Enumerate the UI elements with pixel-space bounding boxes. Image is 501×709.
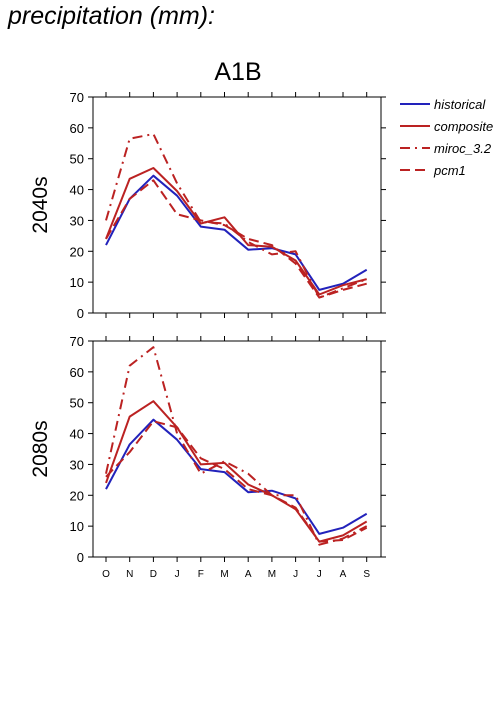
chart-title: A1B <box>214 58 261 86</box>
y-tick-label: 50 <box>70 152 84 167</box>
legend-item-miroc: miroc_3.2 <box>399 139 501 161</box>
legend-swatch-historical <box>400 103 430 105</box>
series-line-composite <box>105 400 368 543</box>
series-line-miroc-3-2 <box>105 133 368 299</box>
series-line-miroc-3-2 <box>105 346 368 546</box>
series-line-historical <box>105 174 368 291</box>
y-tick-label: 70 <box>70 334 84 349</box>
legend-item-pcm1: pcm1 <box>399 161 501 183</box>
series-line-pcm1 <box>105 420 368 543</box>
series-line-historical <box>105 418 368 535</box>
y-tick-label: 0 <box>77 306 84 321</box>
panel-2: 0 10 20 30 40 50 60 70 O N D J F M A M J J A S 2080s <box>29 334 386 580</box>
legend-item-historical: historical <box>399 95 501 117</box>
y-tick-label: 50 <box>70 396 84 411</box>
chart-legend: historical composite miroc_3.2 pcm1 <box>399 95 501 183</box>
panel-1: 0 10 20 30 40 50 60 70 2040s <box>29 90 386 321</box>
y-tick-label: 40 <box>70 183 84 198</box>
x-tick-label: J <box>293 569 298 580</box>
y-tick-label: 60 <box>70 121 84 136</box>
x-tick-label: D <box>150 569 157 580</box>
y-tick-label: 70 <box>70 90 84 105</box>
plot-frame <box>92 340 382 558</box>
page-title: precipitation (mm): <box>8 2 215 30</box>
y-tick-label: 60 <box>70 365 84 380</box>
y-tick-label: 20 <box>70 488 84 503</box>
legend-swatch-composite <box>400 125 430 127</box>
y-tick-label: 40 <box>70 427 84 442</box>
legend-label-miroc: miroc_3.2 <box>434 141 492 156</box>
y-tick-label: 10 <box>70 519 84 534</box>
y-tick-label: 30 <box>70 457 84 472</box>
y-axis-label: 2080s <box>29 420 52 477</box>
legend-label-pcm1: pcm1 <box>434 163 466 178</box>
y-tick-label: 10 <box>70 275 84 290</box>
x-tick-label: S <box>363 569 370 580</box>
x-tick-label: J <box>317 569 322 580</box>
plot-frame <box>92 96 382 314</box>
x-tick-label: A <box>245 569 252 580</box>
series-line-pcm1 <box>105 179 367 299</box>
x-tick-label: N <box>126 569 133 580</box>
legend-item-composite: composite <box>399 117 501 139</box>
x-tick-label: J <box>175 569 180 580</box>
x-tick-label: F <box>198 569 204 580</box>
legend-label-composite: composite <box>434 119 494 134</box>
legend-swatch-pcm1 <box>400 169 430 171</box>
y-tick-label: 0 <box>77 550 84 565</box>
legend-swatch-miroc <box>400 147 430 149</box>
y-tick-label: 30 <box>70 213 84 228</box>
x-tick-label: A <box>340 569 347 580</box>
x-tick-label: M <box>268 569 276 580</box>
chart-panels: 0 10 20 30 40 50 60 70 2040s 0 10 20 30 40 50 60 70 O N D J F… <box>29 90 386 580</box>
x-tick-label: M <box>220 569 228 580</box>
y-axis-label: 2040s <box>29 176 52 233</box>
legend-label-historical: historical <box>434 97 486 112</box>
y-tick-label: 20 <box>70 244 84 259</box>
x-tick-label: O <box>102 569 110 580</box>
